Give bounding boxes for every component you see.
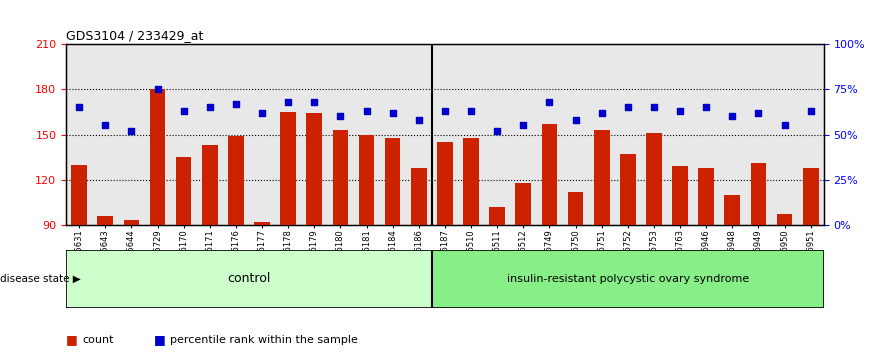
Text: count: count <box>82 335 114 345</box>
Bar <box>280 112 296 354</box>
Bar <box>803 168 818 354</box>
Bar <box>620 154 635 354</box>
Point <box>543 99 557 105</box>
Point <box>386 110 400 116</box>
Bar <box>202 145 218 354</box>
Point <box>438 108 452 114</box>
Text: ■: ■ <box>66 333 78 346</box>
Bar <box>176 157 191 354</box>
Bar <box>98 216 113 354</box>
Point <box>411 117 426 123</box>
Bar <box>567 192 583 354</box>
Point <box>516 123 530 129</box>
Point <box>751 110 766 116</box>
Text: GDS3104 / 233429_at: GDS3104 / 233429_at <box>66 29 204 42</box>
Point <box>281 99 295 105</box>
Point <box>647 105 661 110</box>
Point <box>464 108 478 114</box>
Point <box>151 86 165 92</box>
Bar <box>489 207 505 354</box>
Bar <box>411 168 426 354</box>
Bar <box>359 135 374 354</box>
Point <box>568 117 582 123</box>
Bar <box>307 113 322 354</box>
Point <box>725 114 739 119</box>
Point <box>124 128 138 134</box>
Bar <box>777 214 792 354</box>
Bar <box>672 166 688 354</box>
Point <box>203 105 217 110</box>
Bar <box>542 124 558 354</box>
Text: insulin-resistant polycystic ovary syndrome: insulin-resistant polycystic ovary syndr… <box>507 274 749 284</box>
Bar <box>228 136 244 354</box>
Text: disease state ▶: disease state ▶ <box>0 274 81 284</box>
Point <box>176 108 190 114</box>
Point <box>229 101 243 107</box>
Bar <box>699 168 714 354</box>
Bar <box>515 183 531 354</box>
Bar <box>150 89 166 354</box>
Point <box>621 105 635 110</box>
Bar <box>463 137 479 354</box>
Bar <box>71 165 87 354</box>
Text: percentile rank within the sample: percentile rank within the sample <box>170 335 358 345</box>
Bar <box>724 195 740 354</box>
Bar <box>751 163 766 354</box>
Bar <box>646 133 662 354</box>
Bar <box>385 137 401 354</box>
Bar <box>255 222 270 354</box>
Bar <box>594 130 610 354</box>
Point <box>803 108 818 114</box>
Bar <box>66 250 432 308</box>
Point <box>359 108 374 114</box>
Point <box>307 99 322 105</box>
Bar <box>123 220 139 354</box>
Point <box>778 123 792 129</box>
Text: control: control <box>227 272 270 285</box>
Point <box>490 128 504 134</box>
Bar <box>432 250 824 308</box>
Point <box>333 114 347 119</box>
Point <box>72 105 86 110</box>
Point <box>700 105 714 110</box>
Text: ■: ■ <box>154 333 166 346</box>
Point <box>595 110 609 116</box>
Point <box>98 123 112 129</box>
Bar <box>437 142 453 354</box>
Point <box>255 110 269 116</box>
Bar <box>332 130 348 354</box>
Point <box>673 108 687 114</box>
